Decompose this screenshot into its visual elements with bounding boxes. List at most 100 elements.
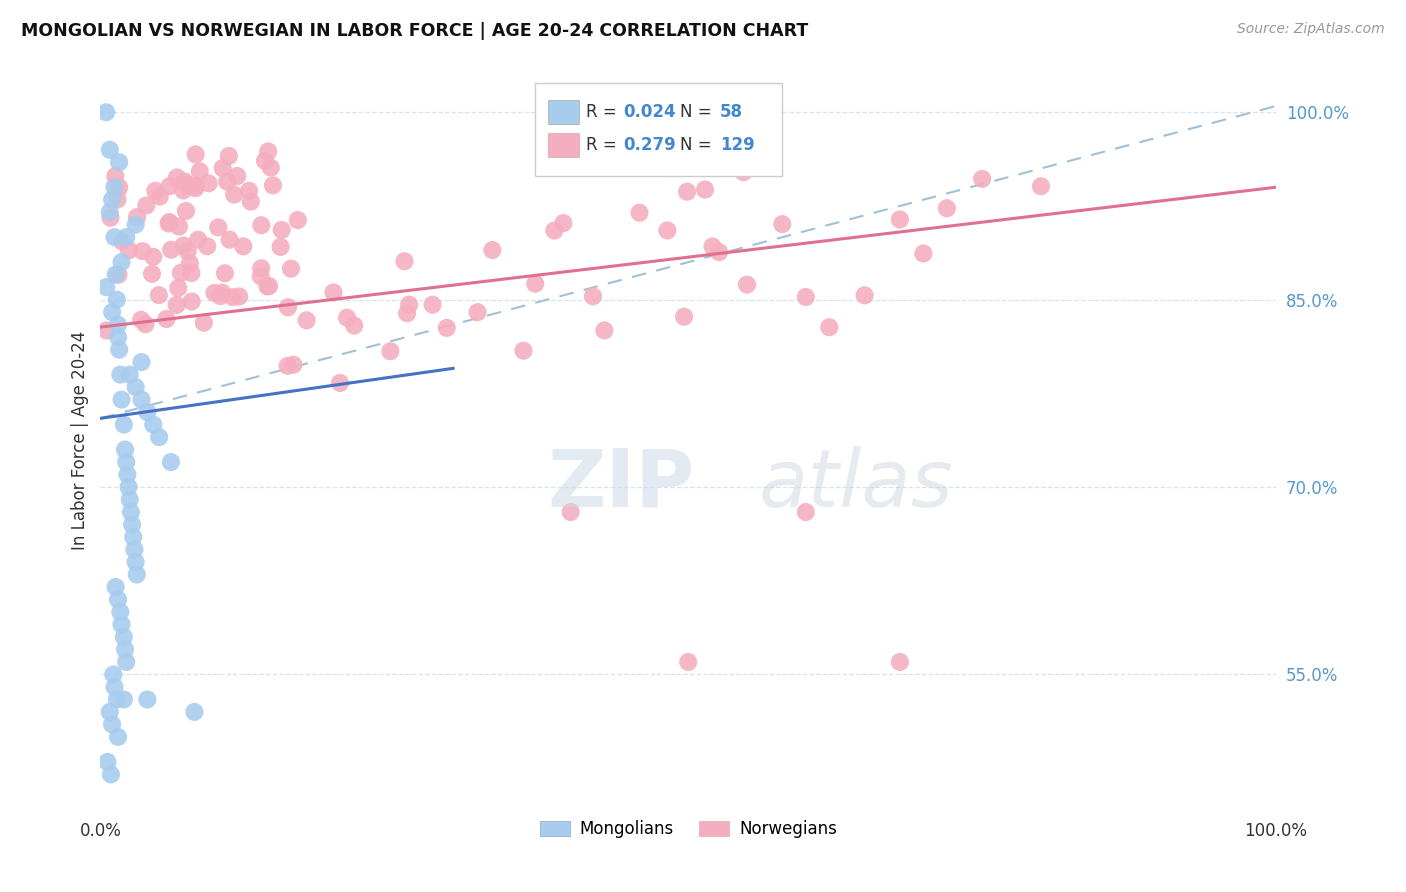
Point xyxy=(141,267,163,281)
Point xyxy=(167,219,190,234)
Point xyxy=(853,288,876,302)
Point xyxy=(101,717,124,731)
Point xyxy=(118,492,141,507)
Point xyxy=(1029,179,1052,194)
Point xyxy=(228,289,250,303)
Point xyxy=(166,170,188,185)
Point xyxy=(172,238,194,252)
Point xyxy=(329,376,352,390)
Point xyxy=(232,239,254,253)
Point xyxy=(110,255,132,269)
Point xyxy=(217,175,239,189)
Point xyxy=(197,177,219,191)
Point xyxy=(160,455,183,469)
Point xyxy=(676,185,699,199)
Point xyxy=(889,212,911,227)
Point xyxy=(188,164,211,178)
Point xyxy=(733,165,755,179)
Point xyxy=(889,655,911,669)
Y-axis label: In Labor Force | Age 20-24: In Labor Force | Age 20-24 xyxy=(72,331,89,549)
Text: atlas: atlas xyxy=(759,446,953,524)
FancyBboxPatch shape xyxy=(548,133,579,157)
Point xyxy=(148,288,170,302)
Point xyxy=(193,316,215,330)
Point xyxy=(103,667,125,681)
Point xyxy=(110,368,132,382)
Point xyxy=(270,240,292,254)
Text: 58: 58 xyxy=(720,103,742,121)
Point xyxy=(180,294,202,309)
Point xyxy=(108,180,131,194)
Point xyxy=(262,178,284,193)
Text: ZIP: ZIP xyxy=(547,446,695,524)
Point xyxy=(481,243,503,257)
Point xyxy=(107,193,129,207)
Point xyxy=(110,605,132,619)
Point xyxy=(134,318,156,332)
Point xyxy=(174,204,197,219)
Point xyxy=(176,244,198,259)
Text: 0.279: 0.279 xyxy=(623,136,676,154)
Point xyxy=(136,692,159,706)
Point xyxy=(155,312,177,326)
Point xyxy=(250,261,273,276)
Point xyxy=(107,330,129,344)
Text: N =: N = xyxy=(681,103,717,121)
Point xyxy=(131,244,153,259)
Point xyxy=(120,505,142,519)
Point xyxy=(107,730,129,744)
Point xyxy=(214,266,236,280)
Text: 0.024: 0.024 xyxy=(623,103,676,121)
Point xyxy=(112,417,135,432)
Point xyxy=(582,289,605,303)
Point xyxy=(250,219,273,233)
Point xyxy=(645,117,668,131)
Text: R =: R = xyxy=(586,136,621,154)
Point xyxy=(131,392,153,407)
Point xyxy=(295,313,318,327)
Point xyxy=(238,184,260,198)
Legend: Mongolians, Norwegians: Mongolians, Norwegians xyxy=(533,814,844,845)
Point xyxy=(436,321,458,335)
Point xyxy=(260,161,283,175)
Point xyxy=(115,230,138,244)
Point xyxy=(253,153,276,168)
Point xyxy=(118,368,141,382)
Point xyxy=(398,298,420,312)
Point xyxy=(124,218,146,232)
Point xyxy=(157,215,180,229)
Point xyxy=(280,261,302,276)
Point xyxy=(104,268,127,282)
Point xyxy=(101,193,124,207)
FancyBboxPatch shape xyxy=(548,101,579,124)
Point xyxy=(676,655,699,669)
Point xyxy=(287,213,309,227)
Point xyxy=(115,655,138,669)
Point xyxy=(396,306,419,320)
Point xyxy=(98,205,121,219)
Point xyxy=(124,555,146,569)
Point xyxy=(256,279,278,293)
Point xyxy=(972,172,994,186)
Point xyxy=(114,442,136,457)
Point xyxy=(135,198,157,212)
Point xyxy=(394,254,416,268)
Point xyxy=(117,467,139,482)
Point xyxy=(270,223,292,237)
Point xyxy=(184,178,207,193)
Point xyxy=(98,143,121,157)
Point xyxy=(183,705,205,719)
Point xyxy=(560,505,582,519)
Point xyxy=(257,145,280,159)
Point xyxy=(343,318,366,333)
Point xyxy=(166,298,188,312)
Text: R =: R = xyxy=(586,103,621,121)
Point xyxy=(104,169,127,184)
Point xyxy=(593,323,616,337)
Point xyxy=(702,239,724,253)
Point xyxy=(96,280,118,294)
Point xyxy=(707,245,730,260)
Point xyxy=(111,234,134,248)
Point xyxy=(100,211,122,225)
Point xyxy=(693,182,716,196)
